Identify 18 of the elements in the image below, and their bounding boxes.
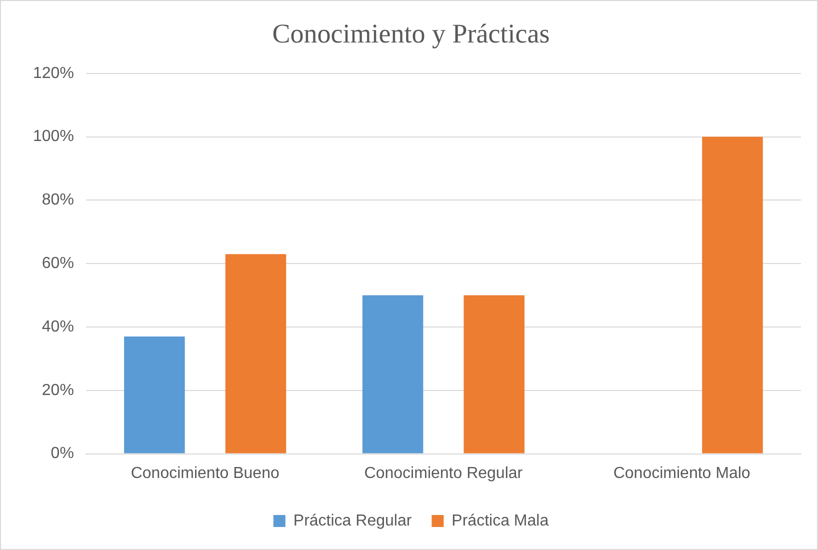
bar: [362, 295, 424, 454]
legend-label: Práctica Regular: [293, 512, 412, 530]
y-tick-label: 120%: [33, 64, 74, 82]
y-tick-label: 0%: [50, 445, 74, 462]
bar: [124, 336, 185, 454]
bar: [464, 295, 525, 454]
y-tick-label: 100%: [33, 128, 74, 146]
x-tick-label: Conocimiento Malo: [613, 464, 750, 482]
bar: [225, 254, 286, 454]
y-tick-label: 40%: [42, 318, 74, 336]
legend-label: Práctica Mala: [452, 512, 549, 530]
y-tick-label: 80%: [42, 192, 74, 209]
bar: [702, 136, 763, 454]
y-tick-label: 60%: [42, 255, 74, 272]
y-tick-label: 20%: [42, 382, 74, 399]
x-tick-label: Conocimiento Bueno: [130, 464, 280, 482]
chart-title: Conocimiento y Prácticas: [272, 18, 550, 48]
x-tick-label: Conocimiento Regular: [364, 464, 524, 482]
